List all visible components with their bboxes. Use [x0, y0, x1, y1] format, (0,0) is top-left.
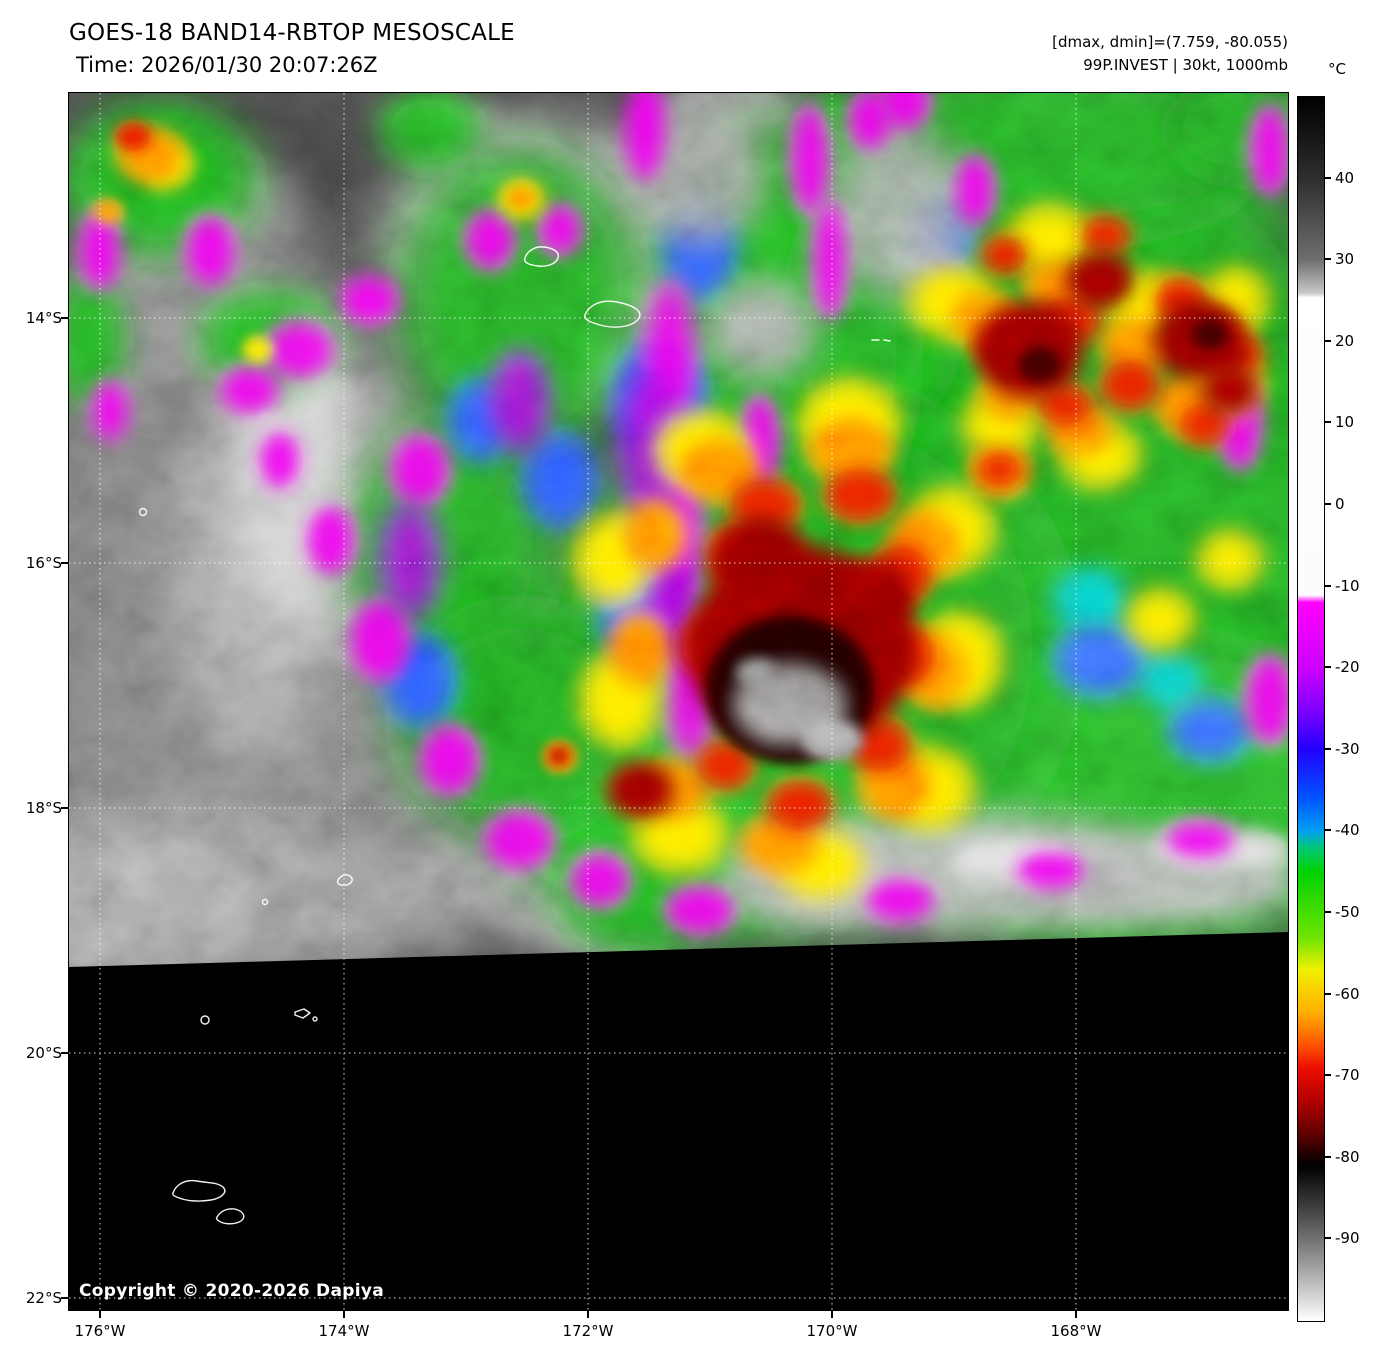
lon-label-176w: 176°W	[74, 1322, 126, 1340]
colorbar-tick-mark	[1324, 258, 1331, 260]
colorbar-tick-mark	[1324, 177, 1331, 179]
lat-tick-mark	[61, 807, 69, 809]
colorbar-tick-m60: -60	[1335, 985, 1360, 1003]
colorbar-tick-m40: -40	[1335, 821, 1360, 839]
colorbar-tick-10: 10	[1335, 413, 1355, 431]
lat-label-18s: 18°S	[25, 799, 62, 817]
colorbar-tick-mark	[1324, 340, 1331, 342]
lon-label-170w: 170°W	[806, 1322, 858, 1340]
lat-label-14s: 14°S	[25, 309, 62, 327]
product-time: Time: 2026/01/30 20:07:26Z	[76, 53, 378, 77]
satellite-map	[68, 92, 1289, 1311]
lon-label-172w: 172°W	[562, 1322, 614, 1340]
colorbar-tick-mark	[1324, 1156, 1331, 1158]
lon-tick-mark	[99, 1311, 101, 1318]
lat-label-16s: 16°S	[25, 554, 62, 572]
colorbar-tick-m50: -50	[1335, 903, 1360, 921]
storm-readout: 99P.INVEST | 30kt, 1000mb	[1083, 56, 1288, 74]
grid-lines	[69, 93, 1288, 1310]
coastline-outlines	[138, 246, 891, 1225]
lon-label-168w: 168°W	[1050, 1322, 1102, 1340]
colorbar-tick-mark	[1324, 666, 1331, 668]
colorbar-tick-mark	[1324, 421, 1331, 423]
colorbar-gradient	[1297, 96, 1325, 1322]
lat-label-22s: 22°S	[25, 1289, 62, 1307]
lon-tick-mark	[1075, 1311, 1077, 1318]
colorbar-tick-mark	[1324, 911, 1331, 913]
colorbar-tick-m20: -20	[1335, 658, 1360, 676]
colorbar-tick-m10: -10	[1335, 577, 1360, 595]
colorbar-tick-mark	[1324, 1237, 1331, 1239]
lon-tick-mark	[831, 1311, 833, 1318]
cloud-imagery	[69, 93, 1288, 967]
colorbar-tick-m70: -70	[1335, 1066, 1360, 1084]
colorbar-tick-m30: -30	[1335, 740, 1360, 758]
colorbar-tick-m80: -80	[1335, 1148, 1360, 1166]
colorbar-tick-mark	[1324, 503, 1331, 505]
copyright-label: Copyright © 2020-2026 Dapiya	[79, 1281, 384, 1301]
colorbar-unit-label: °C	[1328, 60, 1346, 78]
colorbar-tick-mark	[1324, 1074, 1331, 1076]
lat-tick-mark	[61, 1052, 69, 1054]
satellite-image	[69, 93, 1288, 1310]
colorbar-tick-mark	[1324, 748, 1331, 750]
colorbar-tick-30: 30	[1335, 250, 1355, 268]
colorbar-tick-mark	[1324, 993, 1331, 995]
colorbar-tick-40: 40	[1335, 169, 1355, 187]
colorbar-tick-0: 0	[1335, 495, 1345, 513]
lat-tick-mark	[61, 317, 69, 319]
lon-tick-mark	[343, 1311, 345, 1318]
colorbar-tick-mark	[1324, 829, 1331, 831]
lon-label-174w: 174°W	[318, 1322, 370, 1340]
dmax-dmin-readout: [dmax, dmin]=(7.759, -80.055)	[1052, 33, 1288, 51]
lon-tick-mark	[587, 1311, 589, 1318]
colorbar-tick-m90: -90	[1335, 1229, 1360, 1247]
lat-label-20s: 20°S	[25, 1044, 62, 1062]
lat-tick-mark	[61, 562, 69, 564]
colorbar-tick-20: 20	[1335, 332, 1355, 350]
product-title: GOES-18 BAND14-RBTOP MESOSCALE	[69, 20, 515, 46]
colorbar-tick-mark	[1324, 585, 1331, 587]
lat-tick-mark	[61, 1297, 69, 1299]
